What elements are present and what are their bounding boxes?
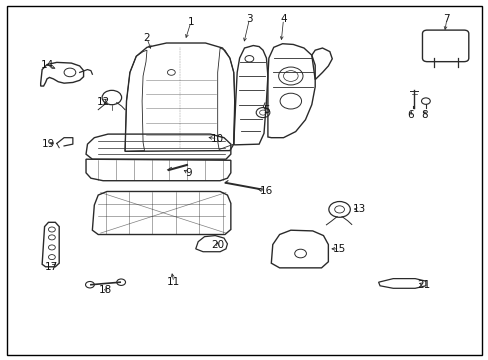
Text: 10: 10 [211, 134, 224, 144]
Text: 15: 15 [332, 244, 346, 254]
Text: 14: 14 [41, 60, 54, 70]
Text: 12: 12 [96, 97, 109, 107]
Text: 11: 11 [167, 277, 180, 287]
Text: 21: 21 [416, 280, 430, 290]
Text: 16: 16 [259, 186, 272, 196]
Text: 7: 7 [443, 14, 449, 24]
Text: 4: 4 [280, 14, 286, 24]
Text: 6: 6 [406, 111, 413, 121]
Text: 5: 5 [263, 105, 269, 115]
Text: 1: 1 [187, 17, 194, 27]
Text: 9: 9 [185, 168, 191, 178]
Text: 2: 2 [143, 33, 150, 43]
Text: 13: 13 [352, 204, 365, 215]
Text: 18: 18 [99, 285, 112, 296]
Text: 19: 19 [42, 139, 55, 149]
Text: 3: 3 [245, 14, 252, 24]
Text: 20: 20 [211, 240, 224, 250]
Text: 8: 8 [421, 111, 427, 121]
Text: 17: 17 [45, 262, 59, 272]
